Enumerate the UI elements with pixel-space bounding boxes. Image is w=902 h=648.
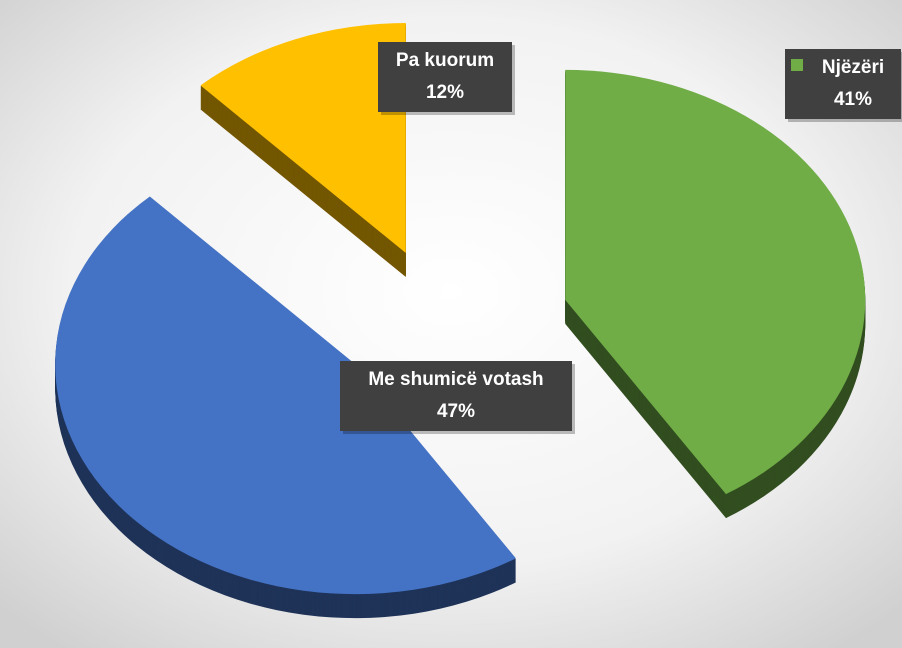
category-label: Njëzëri <box>822 57 884 78</box>
pie-slice <box>55 196 516 595</box>
label-box <box>785 49 901 119</box>
label-box <box>340 361 572 431</box>
value-label: 41% <box>834 89 872 110</box>
slice-group <box>200 23 406 278</box>
pie-slice <box>565 69 866 495</box>
category-label: Pa kuorum <box>396 50 494 71</box>
value-label: 12% <box>426 82 464 103</box>
legend-key <box>791 59 803 71</box>
slice-group <box>565 69 866 519</box>
pie-slice <box>200 23 406 254</box>
value-label: 47% <box>437 401 475 422</box>
legend-key <box>328 371 340 383</box>
slice-group <box>55 196 516 619</box>
category-label: Me shumicë votash <box>368 369 543 390</box>
label-box <box>378 42 512 112</box>
